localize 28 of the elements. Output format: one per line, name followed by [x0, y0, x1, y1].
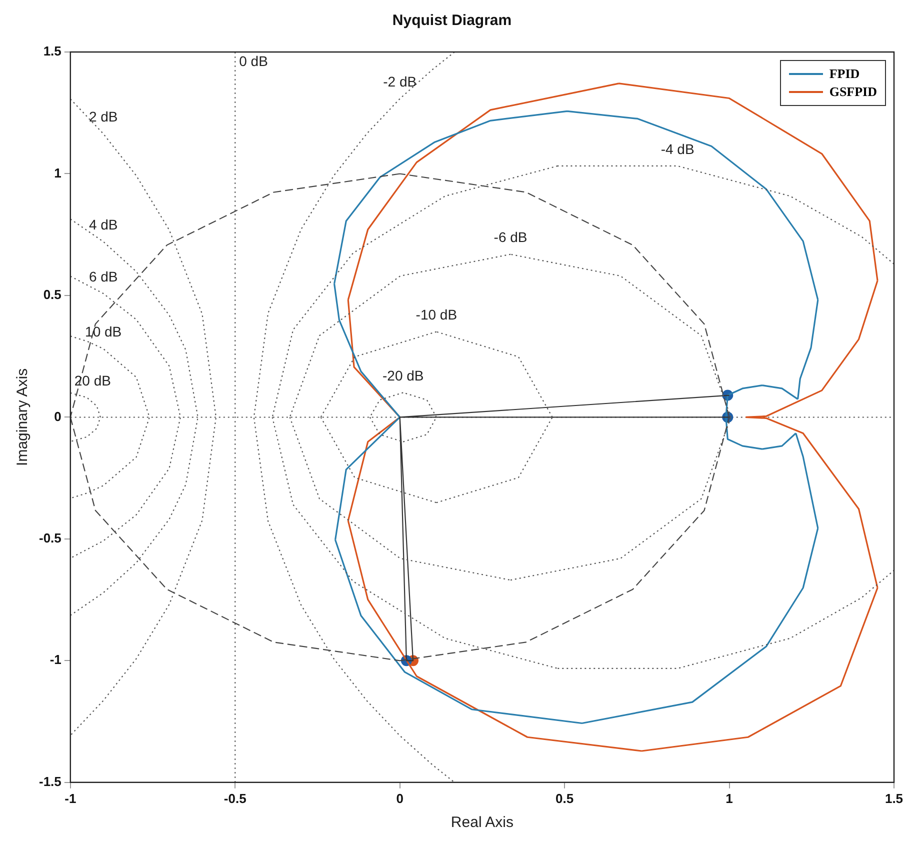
y-tick-label: 1 — [54, 165, 62, 180]
chart-title: Nyquist Diagram — [392, 12, 512, 30]
y-tick-label: -1 — [50, 652, 62, 668]
x-axis-title: Real Axis — [450, 814, 514, 832]
annotation: -2 dB — [383, 74, 417, 90]
ref-line-label: 0 dB — [239, 53, 268, 69]
annotation: -4 dB — [660, 140, 694, 157]
y-tick-label: 0.5 — [43, 287, 62, 302]
annotation: 6 dB — [88, 268, 118, 284]
y-axis-title: Imaginary Axis — [14, 368, 32, 466]
y-tick-label: -1.5 — [38, 774, 62, 789]
annotation: -20 dB — [382, 367, 424, 384]
y-tick-label: 0 — [54, 408, 62, 424]
x-tick-label: 1.5 — [884, 790, 904, 806]
x-tick-label: 0 — [396, 790, 404, 806]
annotation: -10 dB — [416, 306, 458, 323]
annotation: 4 dB — [88, 216, 118, 233]
x-tick-label: 1 — [726, 790, 733, 806]
legend-label: GSFPID — [829, 83, 877, 101]
annotation: -6 dB — [494, 229, 528, 246]
y-tick-label: -0.5 — [38, 530, 62, 546]
legend-label: FPID — [829, 65, 860, 83]
y-tick-label: 1.5 — [43, 44, 62, 59]
x-tick-label: -0.5 — [224, 790, 246, 806]
x-tick-label: -1 — [64, 790, 76, 806]
annotation: 10 dB — [85, 324, 122, 340]
annotation: 2 dB — [88, 108, 118, 125]
x-tick-label: 0.5 — [556, 790, 574, 806]
